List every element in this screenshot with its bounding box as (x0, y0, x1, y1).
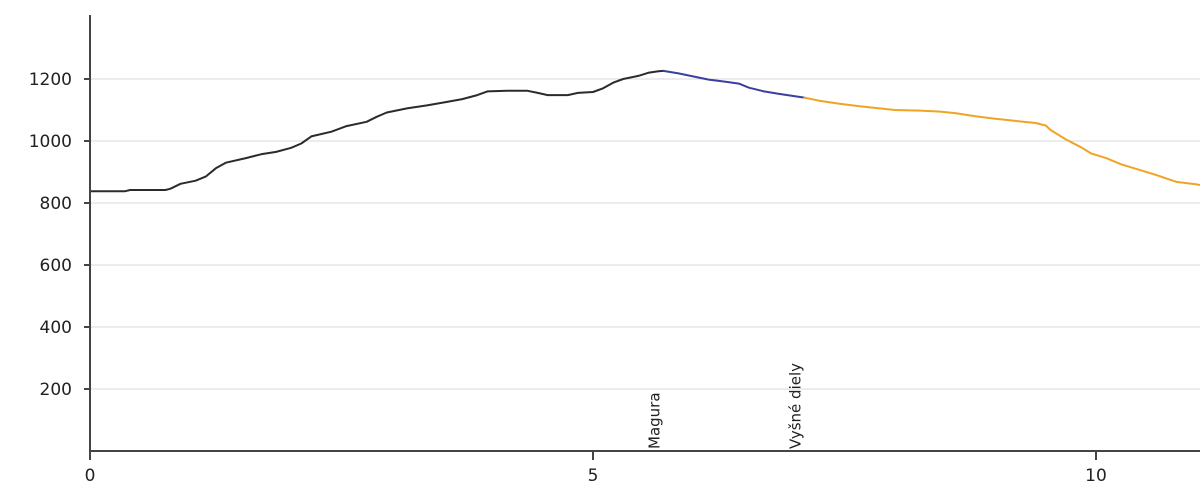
axis-layer: 200 400 600 800 1000 1200 0 5 10 (29, 15, 1200, 486)
y-tick-label: 1200 (29, 70, 72, 90)
place-label: Magura (645, 392, 663, 449)
y-tick-label: 1000 (29, 132, 72, 152)
grid-layer (90, 78, 1200, 390)
place-label: Vyšné diely (786, 363, 804, 449)
x-tick-label: 5 (588, 466, 599, 486)
y-tick-label: 200 (40, 380, 72, 400)
elevation-series-1 (89, 69, 665, 193)
x-tick-label: 0 (85, 466, 96, 486)
elevation-series-3 (803, 96, 1200, 186)
y-tick-label: 400 (40, 318, 72, 338)
series-layer (89, 69, 1200, 193)
y-tick-label: 800 (40, 194, 72, 214)
elevation-series-2 (662, 69, 806, 99)
x-tick-label: 10 (1085, 466, 1107, 486)
y-tick-label: 600 (40, 256, 72, 276)
